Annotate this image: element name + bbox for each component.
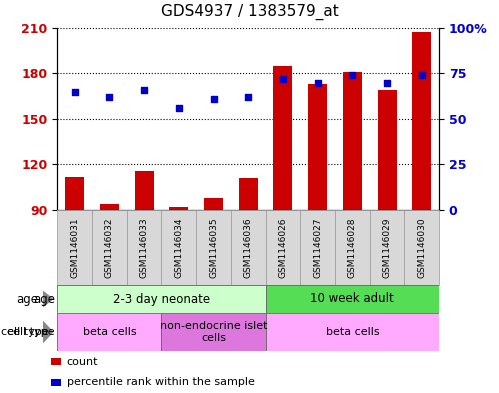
Bar	[92, 210, 127, 285]
Bar	[370, 210, 404, 285]
Polygon shape	[43, 290, 53, 307]
Point	[348, 72, 356, 78]
Bar	[231, 210, 265, 285]
Polygon shape	[43, 321, 53, 343]
Bar	[404, 210, 439, 285]
Bar	[335, 210, 370, 285]
Bar	[162, 210, 196, 285]
Bar	[412, 32, 431, 210]
Text: GSM1146032: GSM1146032	[105, 217, 114, 278]
Bar	[204, 198, 223, 210]
Bar	[300, 210, 335, 285]
Bar	[135, 171, 154, 210]
Text: GSM1146035: GSM1146035	[209, 217, 218, 278]
Text: beta cells: beta cells	[83, 327, 136, 337]
Bar	[265, 313, 439, 351]
Bar	[162, 313, 265, 351]
Text: GSM1146034: GSM1146034	[174, 217, 183, 278]
Text: age: age	[16, 292, 38, 305]
Text: GSM1146027: GSM1146027	[313, 217, 322, 278]
Bar	[127, 210, 162, 285]
Bar	[265, 210, 300, 285]
Bar	[239, 178, 258, 210]
Text: GSM1146033: GSM1146033	[140, 217, 149, 278]
Point	[279, 76, 287, 82]
Point	[140, 86, 148, 93]
Bar	[308, 84, 327, 210]
Point	[175, 105, 183, 111]
Text: percentile rank within the sample: percentile rank within the sample	[67, 377, 254, 387]
Point	[71, 88, 79, 95]
Text: beta cells: beta cells	[325, 327, 379, 337]
Bar	[57, 313, 162, 351]
Bar	[196, 210, 231, 285]
Text: 10 week adult: 10 week adult	[310, 292, 394, 305]
Text: GSM1146026: GSM1146026	[278, 217, 287, 278]
Point	[105, 94, 113, 100]
Bar	[273, 66, 292, 210]
Point	[418, 72, 426, 78]
Text: GDS4937 / 1383579_at: GDS4937 / 1383579_at	[161, 4, 338, 20]
Text: cell type: cell type	[1, 327, 49, 337]
Text: 2-3 day neonate: 2-3 day neonate	[113, 292, 210, 305]
Text: cell type: cell type	[7, 327, 55, 337]
Text: GSM1146030: GSM1146030	[417, 217, 426, 278]
Bar	[100, 204, 119, 210]
Bar	[65, 176, 84, 210]
Point	[383, 79, 391, 86]
Bar	[51, 379, 61, 386]
Text: non-endocrine islet
cells: non-endocrine islet cells	[160, 321, 267, 343]
Text: age: age	[33, 292, 55, 305]
Bar	[51, 358, 61, 365]
Bar	[169, 207, 189, 210]
Point	[314, 79, 322, 86]
Bar	[378, 90, 397, 210]
Text: GSM1146028: GSM1146028	[348, 217, 357, 278]
Bar	[57, 285, 265, 313]
Bar	[57, 210, 92, 285]
Text: count: count	[67, 356, 98, 367]
Text: GSM1146031: GSM1146031	[70, 217, 79, 278]
Bar	[265, 285, 439, 313]
Point	[210, 96, 218, 102]
Text: GSM1146036: GSM1146036	[244, 217, 253, 278]
Point	[244, 94, 252, 100]
Text: GSM1146029: GSM1146029	[383, 217, 392, 278]
Bar	[343, 72, 362, 210]
